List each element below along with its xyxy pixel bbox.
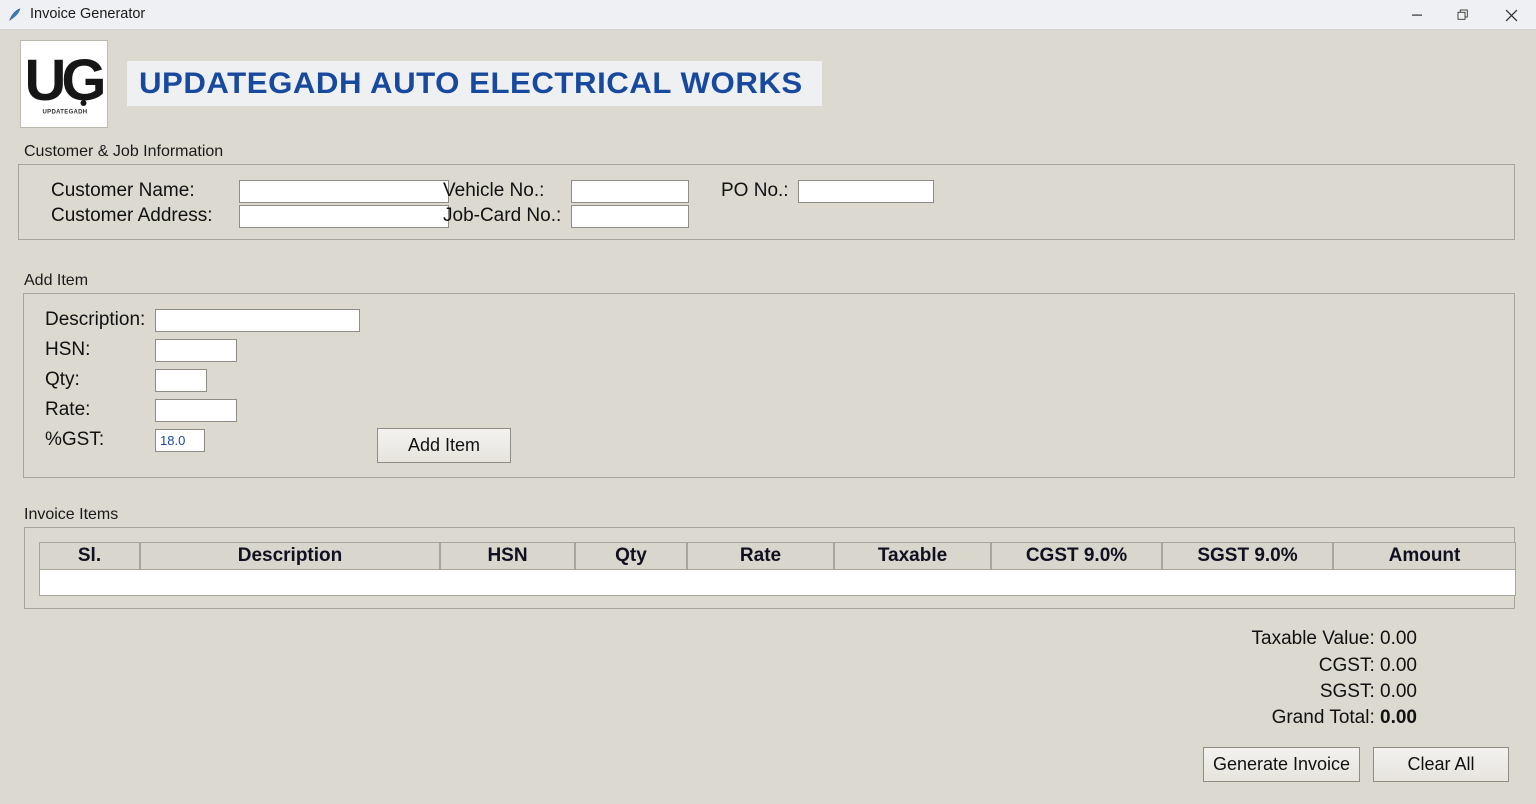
svg-text:UG: UG [25, 48, 104, 113]
svg-text:UPDATEGADH: UPDATEGADH [43, 110, 88, 116]
